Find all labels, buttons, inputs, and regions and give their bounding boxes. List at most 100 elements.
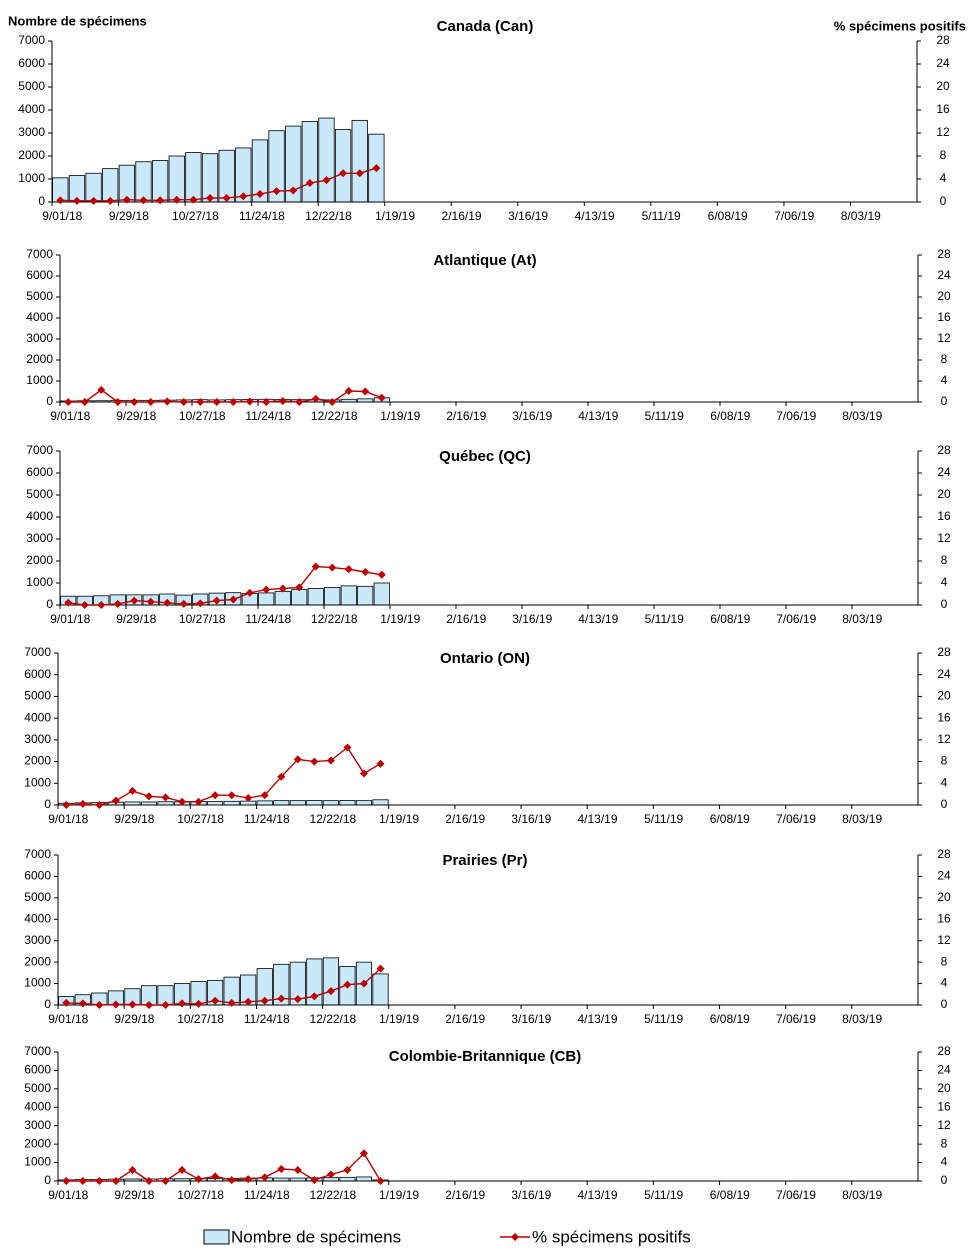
line-marker — [343, 980, 352, 989]
y2-tick-label: 28 — [937, 1044, 951, 1058]
series-line — [66, 1152, 382, 1182]
x-tick-label: 11/24/18 — [245, 612, 291, 626]
x-tick-label: 2/16/19 — [445, 1188, 485, 1202]
y2-tick-label: 12 — [937, 331, 951, 345]
y-tick-label: 0 — [38, 194, 45, 208]
y2-tick-label: 20 — [937, 890, 951, 904]
line-marker — [222, 193, 231, 202]
bar — [340, 585, 357, 606]
line-marker — [229, 595, 238, 604]
y2-tick-label: 8 — [940, 148, 947, 162]
bar — [355, 800, 373, 806]
line-marker — [206, 193, 215, 202]
y2-tick-label: 24 — [936, 56, 950, 70]
line-marker — [78, 1177, 87, 1185]
bar — [372, 973, 389, 1006]
y2-tick-label: 0 — [941, 997, 948, 1011]
line-marker — [239, 192, 248, 201]
y2-tick-label: 16 — [937, 310, 951, 324]
line-marker — [293, 755, 302, 764]
y2-tick-label: 20 — [937, 689, 951, 703]
bar — [289, 800, 306, 806]
x-tick-label: 12/22/18 — [310, 812, 357, 826]
x-tick-label: 2/16/19 — [445, 1012, 485, 1026]
bar — [135, 161, 152, 203]
line-marker — [377, 393, 386, 402]
line-marker — [376, 759, 385, 768]
y2-tick-label: 20 — [937, 289, 951, 303]
x-tick-label: 7/06/19 — [776, 1012, 816, 1026]
line-marker — [377, 570, 386, 579]
line-marker — [328, 563, 337, 572]
y-tick-label: 6000 — [26, 465, 53, 479]
y-tick-label: 3000 — [24, 933, 51, 947]
y-tick-label: 2000 — [24, 754, 51, 768]
x-tick-label: 4/13/19 — [575, 209, 615, 223]
y-tick-label: 1000 — [24, 976, 51, 990]
x-tick-label: 12/22/18 — [311, 612, 358, 626]
line-marker — [97, 601, 106, 609]
series-line — [66, 746, 381, 806]
x-tick-label: 7/06/19 — [776, 409, 816, 423]
line-marker — [310, 1176, 319, 1185]
line-marker — [106, 196, 115, 205]
x-tick-label: 12/22/18 — [310, 1012, 357, 1026]
line-marker — [227, 1176, 236, 1185]
y-tick-label: 5000 — [26, 289, 53, 303]
x-tick-label: 6/08/19 — [710, 612, 750, 626]
line-marker — [326, 756, 335, 765]
line-marker — [156, 196, 165, 205]
y2-tick-label: 20 — [936, 79, 950, 93]
x-tick-label: 12/22/18 — [310, 1188, 357, 1202]
y-tick-label: 6000 — [26, 268, 53, 282]
line-marker — [95, 1001, 104, 1009]
line-marker — [194, 1175, 203, 1184]
x-tick-label: 7/06/19 — [776, 812, 816, 826]
y-tick-label: 7000 — [26, 443, 53, 457]
line-marker — [196, 398, 205, 406]
x-tick-label: 1/19/19 — [379, 1012, 419, 1026]
line-marker — [80, 601, 89, 609]
chart-title: Canada (Can) — [437, 18, 534, 35]
x-tick-label: 9/01/18 — [50, 612, 90, 626]
x-tick-label: 1/19/19 — [375, 209, 415, 223]
line-marker — [95, 1177, 104, 1185]
x-tick-label: 1/19/19 — [380, 409, 420, 423]
line-marker — [372, 164, 381, 173]
y-tick-label: 2000 — [24, 1136, 51, 1150]
y2-tick-label: 4 — [941, 373, 948, 387]
y-tick-label: 5000 — [18, 79, 45, 93]
x-tick-label: 8/03/19 — [841, 209, 881, 223]
line-marker — [95, 801, 104, 809]
line-marker — [146, 398, 155, 406]
line-marker — [113, 599, 122, 608]
x-tick-label: 1/19/19 — [380, 612, 420, 626]
line-marker — [80, 398, 89, 406]
line-marker — [328, 398, 337, 406]
y2-tick-label: 16 — [937, 1099, 951, 1113]
bar — [351, 119, 368, 203]
x-tick-label: 12/22/18 — [305, 209, 352, 223]
x-tick-label: 2/16/19 — [446, 409, 486, 423]
chart-title: Colombie-Britannique (CB) — [389, 1048, 582, 1065]
y2-tick-label: 28 — [937, 247, 951, 261]
line-marker — [78, 799, 87, 808]
line-marker — [359, 979, 368, 988]
x-tick-label: 5/11/19 — [644, 1188, 683, 1202]
line-marker — [295, 398, 304, 406]
y-tick-label: 5000 — [26, 487, 53, 501]
bar — [339, 1176, 356, 1182]
x-tick-label: 11/24/18 — [244, 1012, 290, 1026]
line-marker — [244, 997, 253, 1006]
line-marker — [262, 585, 271, 594]
line-marker — [310, 757, 319, 766]
y2-tick-label: 24 — [937, 667, 951, 681]
y2-tick-label: 12 — [937, 933, 951, 947]
bar — [318, 117, 335, 203]
y2-tick-label: 4 — [941, 575, 948, 589]
bar — [324, 587, 341, 606]
line-marker — [295, 583, 304, 592]
y2-tick-label: 24 — [937, 268, 951, 282]
x-tick-label: 7/06/19 — [776, 1188, 816, 1202]
x-tick-label: 9/01/18 — [48, 1188, 88, 1202]
